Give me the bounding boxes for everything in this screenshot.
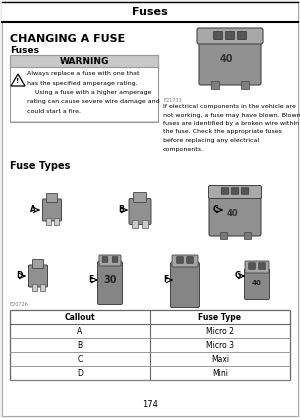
Text: Fuses: Fuses <box>132 7 168 17</box>
FancyBboxPatch shape <box>241 188 249 194</box>
FancyBboxPatch shape <box>231 188 239 194</box>
Text: Always replace a fuse with one that: Always replace a fuse with one that <box>27 71 140 76</box>
Text: Micro 2: Micro 2 <box>206 326 234 336</box>
FancyBboxPatch shape <box>28 265 47 287</box>
Text: G: G <box>235 272 241 280</box>
FancyBboxPatch shape <box>221 188 229 194</box>
FancyBboxPatch shape <box>170 263 200 308</box>
Text: CHANGING A FUSE: CHANGING A FUSE <box>10 34 125 44</box>
Text: rating can cause severe wire damage and: rating can cause severe wire damage and <box>27 99 160 104</box>
Text: not working, a fuse may have blown. Blown: not working, a fuse may have blown. Blow… <box>163 112 300 117</box>
FancyBboxPatch shape <box>214 31 223 39</box>
Text: 30: 30 <box>103 275 117 285</box>
FancyBboxPatch shape <box>129 199 151 224</box>
Text: Fuse Types: Fuse Types <box>10 161 70 171</box>
FancyBboxPatch shape <box>238 31 247 39</box>
Bar <box>132 220 138 228</box>
Text: 40: 40 <box>252 280 262 286</box>
Bar <box>244 232 250 239</box>
FancyBboxPatch shape <box>102 257 108 263</box>
Text: has the specified amperage rating.: has the specified amperage rating. <box>27 81 138 86</box>
Text: Callout: Callout <box>65 313 95 321</box>
Text: Maxi: Maxi <box>211 354 229 364</box>
Bar <box>10 55 158 67</box>
Bar <box>142 220 148 228</box>
Text: E20726: E20726 <box>10 302 29 307</box>
Text: A: A <box>77 326 83 336</box>
Text: Fuse Type: Fuse Type <box>199 313 242 321</box>
Bar <box>241 81 249 89</box>
Text: WARNING: WARNING <box>59 56 109 66</box>
FancyBboxPatch shape <box>199 39 261 85</box>
FancyBboxPatch shape <box>197 28 263 44</box>
FancyBboxPatch shape <box>172 255 198 267</box>
FancyBboxPatch shape <box>244 268 269 300</box>
Text: Micro 3: Micro 3 <box>206 341 234 349</box>
FancyBboxPatch shape <box>98 262 122 304</box>
FancyBboxPatch shape <box>226 31 235 39</box>
FancyBboxPatch shape <box>187 257 193 263</box>
Bar <box>2 2 298 22</box>
Bar <box>10 310 290 380</box>
FancyBboxPatch shape <box>112 257 118 263</box>
Text: 40: 40 <box>219 54 233 64</box>
Text: fuses are identified by a broken wire within: fuses are identified by a broken wire wi… <box>163 121 299 126</box>
FancyBboxPatch shape <box>99 255 121 266</box>
Text: Using a fuse with a higher amperage: Using a fuse with a higher amperage <box>27 90 152 95</box>
FancyBboxPatch shape <box>32 260 44 268</box>
Text: B: B <box>77 341 83 349</box>
Bar <box>211 81 219 89</box>
FancyBboxPatch shape <box>177 257 183 263</box>
Text: 174: 174 <box>142 400 158 409</box>
Text: D: D <box>16 272 22 280</box>
Text: Mini: Mini <box>212 369 228 377</box>
Text: C: C <box>77 354 83 364</box>
Text: the fuse. Check the appropriate fuses: the fuse. Check the appropriate fuses <box>163 130 282 135</box>
Text: !: ! <box>16 78 20 84</box>
Text: A: A <box>30 206 36 214</box>
FancyBboxPatch shape <box>208 186 262 199</box>
FancyBboxPatch shape <box>134 193 146 202</box>
Text: D: D <box>77 369 83 377</box>
Text: C: C <box>213 206 219 214</box>
Text: E: E <box>88 275 93 285</box>
Text: E21731: E21731 <box>163 98 182 103</box>
Text: components.: components. <box>163 146 204 151</box>
Bar <box>32 284 37 291</box>
Text: Fuses: Fuses <box>10 46 39 55</box>
Text: before replacing any electrical: before replacing any electrical <box>163 138 259 143</box>
Text: If electrical components in the vehicle are: If electrical components in the vehicle … <box>163 104 296 109</box>
Text: could start a fire.: could start a fire. <box>27 109 81 114</box>
FancyBboxPatch shape <box>245 261 269 273</box>
Bar <box>220 232 226 239</box>
FancyBboxPatch shape <box>209 194 261 236</box>
FancyBboxPatch shape <box>249 263 255 269</box>
Text: B: B <box>118 206 124 214</box>
Bar <box>10 55 158 122</box>
Bar <box>53 218 58 225</box>
Text: 40: 40 <box>226 209 238 219</box>
Text: F: F <box>163 275 168 285</box>
FancyBboxPatch shape <box>43 199 61 221</box>
FancyBboxPatch shape <box>46 194 58 202</box>
Bar <box>46 218 50 225</box>
FancyBboxPatch shape <box>259 263 265 269</box>
Bar <box>40 284 44 291</box>
